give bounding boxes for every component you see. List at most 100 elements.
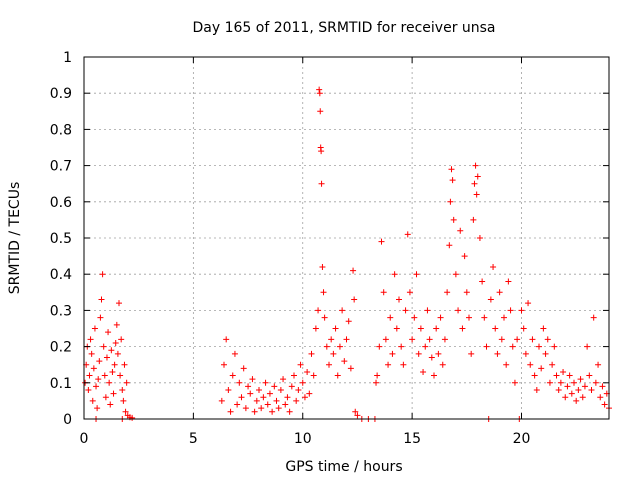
data-points	[82, 86, 612, 422]
data-point	[87, 336, 94, 343]
data-point	[428, 354, 435, 361]
data-point	[525, 300, 532, 307]
data-point	[406, 289, 413, 296]
data-point	[507, 307, 514, 314]
data-point	[85, 387, 92, 394]
data-point	[117, 372, 124, 379]
data-point	[398, 343, 405, 350]
data-point	[446, 242, 453, 249]
x-axis-title: GPS time / hours	[285, 459, 402, 475]
data-point	[275, 405, 282, 412]
data-point	[352, 408, 359, 415]
data-point	[586, 372, 593, 379]
y-tick-label: 0.5	[50, 231, 72, 247]
data-point	[536, 343, 542, 350]
data-point	[531, 372, 538, 379]
data-point	[441, 336, 448, 343]
y-tick-label: 0.8	[50, 122, 72, 138]
data-point	[511, 379, 518, 386]
data-point	[584, 343, 591, 350]
data-point	[354, 412, 361, 419]
data-point	[437, 314, 444, 321]
data-point	[347, 365, 354, 372]
data-point	[473, 191, 480, 198]
data-point	[102, 394, 109, 401]
data-point	[396, 296, 402, 303]
data-point	[256, 387, 262, 394]
data-point	[575, 387, 582, 394]
data-point	[97, 314, 104, 321]
data-point	[431, 372, 437, 379]
data-point	[91, 325, 98, 332]
data-point	[266, 390, 273, 397]
data-point	[374, 372, 381, 379]
data-point	[264, 401, 271, 408]
data-point	[417, 325, 424, 332]
data-point	[389, 350, 396, 357]
data-point	[439, 361, 446, 368]
data-point	[601, 401, 608, 408]
data-point	[316, 86, 323, 93]
data-point	[415, 350, 422, 357]
data-point	[579, 394, 586, 401]
data-point	[95, 376, 102, 383]
data-point	[402, 307, 409, 314]
data-point	[321, 314, 328, 321]
data-point	[527, 361, 534, 368]
data-point	[420, 368, 427, 375]
data-point	[286, 408, 293, 415]
x-tick-label: 5	[189, 431, 198, 447]
data-point	[299, 379, 306, 386]
data-point	[94, 405, 101, 412]
data-point	[461, 253, 468, 260]
data-point	[544, 336, 551, 343]
y-tick-label: 1	[63, 50, 72, 66]
data-point	[328, 336, 335, 343]
data-point	[503, 361, 510, 368]
data-point	[590, 314, 597, 321]
data-point	[312, 325, 319, 332]
data-point	[447, 198, 454, 205]
x-tick-label: 20	[513, 431, 531, 447]
data-point	[496, 289, 503, 296]
data-point	[529, 336, 536, 343]
data-point	[404, 231, 411, 238]
data-point	[332, 325, 339, 332]
data-point	[111, 361, 118, 368]
data-point	[269, 408, 276, 415]
data-point	[304, 368, 311, 375]
data-point	[455, 307, 462, 314]
data-point	[553, 372, 560, 379]
data-point	[542, 350, 549, 357]
data-point	[247, 390, 254, 397]
y-axis-title: SRMTID / TECUs	[7, 182, 23, 295]
data-point	[400, 361, 407, 368]
data-point	[476, 235, 483, 241]
data-point	[422, 343, 429, 350]
data-point	[391, 271, 398, 278]
data-point	[599, 383, 606, 390]
data-point	[470, 216, 477, 223]
data-point	[522, 350, 529, 357]
y-tick-label: 0.6	[50, 195, 72, 211]
data-point	[472, 162, 479, 169]
x-tick-label: 10	[294, 431, 312, 447]
data-point	[592, 379, 599, 386]
data-point	[463, 289, 470, 296]
data-point	[555, 387, 562, 394]
data-point	[245, 383, 252, 390]
y-tick-label: 0.7	[50, 159, 72, 175]
data-point	[89, 397, 96, 404]
data-point	[468, 350, 475, 357]
data-point	[498, 336, 505, 343]
data-point	[540, 325, 547, 332]
data-point	[411, 314, 418, 321]
data-point	[564, 383, 571, 390]
data-point	[573, 397, 580, 404]
data-point	[471, 180, 478, 187]
data-point	[242, 405, 249, 412]
data-point	[474, 173, 481, 180]
data-point	[271, 383, 278, 390]
data-point	[251, 408, 258, 415]
